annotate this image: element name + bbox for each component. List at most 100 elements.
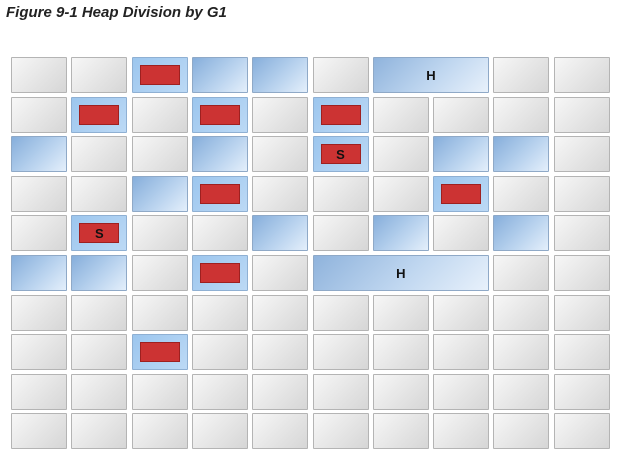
free-region xyxy=(493,334,550,371)
humongous-region: H xyxy=(312,255,490,291)
free-region xyxy=(553,215,610,252)
free-region xyxy=(553,294,610,331)
free-region xyxy=(11,175,67,212)
free-region xyxy=(493,294,550,331)
free-region xyxy=(131,413,188,450)
eden-marker xyxy=(199,183,240,204)
free-region xyxy=(252,255,309,291)
free-region xyxy=(372,294,429,331)
free-region xyxy=(71,413,128,450)
old-region xyxy=(191,57,248,93)
free-region xyxy=(191,215,248,252)
free-region xyxy=(131,373,188,410)
free-region xyxy=(312,215,369,252)
free-region xyxy=(131,96,188,133)
old-region xyxy=(131,175,188,212)
free-region xyxy=(493,255,550,291)
survivor-label: S xyxy=(79,223,120,244)
free-region xyxy=(493,373,550,410)
eden-marker xyxy=(139,342,180,363)
eden-region xyxy=(71,96,128,133)
free-region xyxy=(252,175,309,212)
free-region xyxy=(11,57,67,93)
free-region xyxy=(372,334,429,371)
free-region xyxy=(191,373,248,410)
old-region xyxy=(372,215,429,252)
free-region xyxy=(553,413,610,450)
free-region xyxy=(252,413,309,450)
free-region xyxy=(252,294,309,331)
free-region xyxy=(553,373,610,410)
free-region xyxy=(493,96,550,133)
free-region xyxy=(131,255,188,291)
free-region xyxy=(131,136,188,173)
free-region xyxy=(433,373,490,410)
free-region xyxy=(252,334,309,371)
free-region xyxy=(131,294,188,331)
humongous-label: H xyxy=(396,265,406,281)
free-region xyxy=(372,136,429,173)
free-region xyxy=(191,334,248,371)
free-region xyxy=(553,136,610,173)
free-region xyxy=(433,413,490,450)
old-region xyxy=(433,136,490,173)
survivor-label: S xyxy=(320,144,361,165)
old-region xyxy=(493,215,550,252)
free-region xyxy=(312,175,369,212)
free-region xyxy=(11,215,67,252)
eden-region xyxy=(191,175,248,212)
free-region xyxy=(433,96,490,133)
free-region xyxy=(433,215,490,252)
old-region xyxy=(191,136,248,173)
free-region xyxy=(433,294,490,331)
free-region xyxy=(493,57,550,93)
old-region xyxy=(11,136,67,173)
figure-title: Figure 9-1 Heap Division by G1 xyxy=(6,4,227,21)
free-region xyxy=(312,373,369,410)
free-region xyxy=(191,413,248,450)
free-region xyxy=(493,413,550,450)
survivor-region: S xyxy=(312,136,369,173)
eden-region xyxy=(191,255,248,291)
free-region xyxy=(433,334,490,371)
eden-marker xyxy=(139,65,180,85)
eden-region xyxy=(131,334,188,371)
old-region xyxy=(493,136,550,173)
free-region xyxy=(71,57,128,93)
free-region xyxy=(11,294,67,331)
old-region xyxy=(71,255,128,291)
free-region xyxy=(372,373,429,410)
free-region xyxy=(11,413,67,450)
eden-region xyxy=(312,96,369,133)
free-region xyxy=(553,255,610,291)
humongous-region: H xyxy=(372,57,490,93)
free-region xyxy=(131,215,188,252)
free-region xyxy=(553,57,610,93)
old-region xyxy=(11,255,67,291)
old-region xyxy=(252,215,309,252)
free-region xyxy=(71,136,128,173)
free-region xyxy=(252,96,309,133)
eden-region xyxy=(191,96,248,133)
free-region xyxy=(372,413,429,450)
free-region xyxy=(71,294,128,331)
free-region xyxy=(372,175,429,212)
free-region xyxy=(372,96,429,133)
free-region xyxy=(11,373,67,410)
eden-marker xyxy=(79,104,120,125)
survivor-region: S xyxy=(71,215,128,252)
eden-marker xyxy=(320,104,361,125)
free-region xyxy=(252,136,309,173)
free-region xyxy=(252,373,309,410)
free-region xyxy=(312,294,369,331)
free-region xyxy=(493,175,550,212)
eden-region xyxy=(131,57,188,93)
free-region xyxy=(191,294,248,331)
free-region xyxy=(553,175,610,212)
humongous-label: H xyxy=(426,67,436,83)
free-region xyxy=(553,334,610,371)
free-region xyxy=(11,334,67,371)
free-region xyxy=(11,96,67,133)
eden-marker xyxy=(441,183,482,204)
